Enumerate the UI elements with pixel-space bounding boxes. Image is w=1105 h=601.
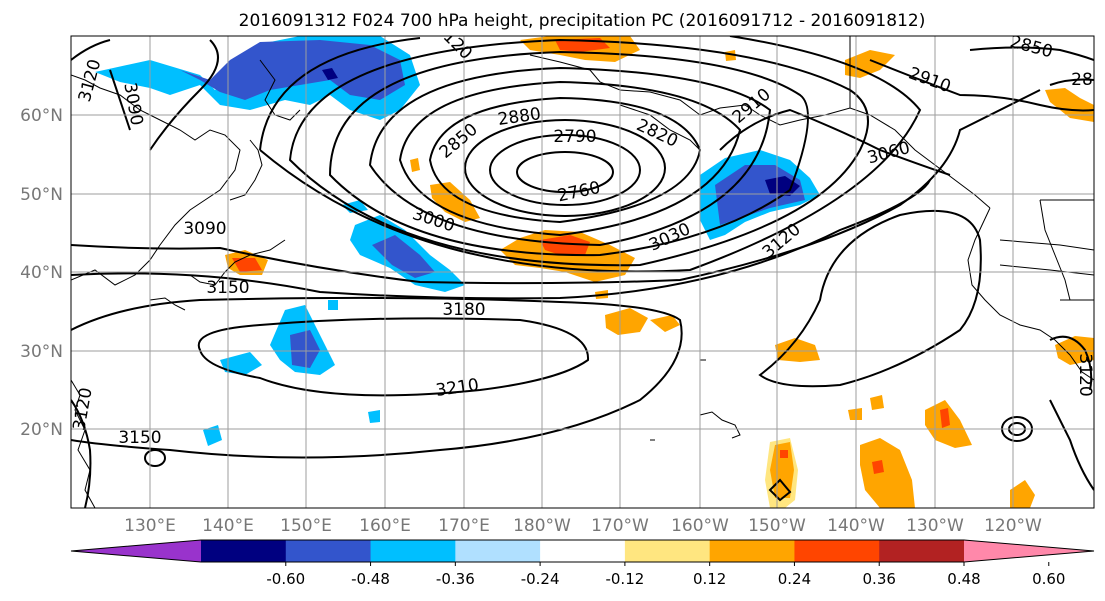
lon-label: 150°E [280, 516, 332, 536]
contour-label: 2790 [553, 127, 596, 147]
contour-label: 3120 [1075, 353, 1095, 396]
colorbar-tick-label: -0.48 [351, 570, 390, 588]
colorbar-tick-label: -0.12 [605, 570, 644, 588]
colorbar-tick-label: -0.24 [521, 570, 560, 588]
lon-label: 170°E [438, 516, 490, 536]
colorbar-tick-label: -0.36 [436, 570, 475, 588]
longitude-labels: 130°E 140°E 150°E 160°E 170°E 180°W 170°… [124, 516, 1042, 536]
colorbar-swatch [879, 540, 965, 562]
latitude-labels: 60°N 50°N 40°N 30°N 20°N [20, 106, 63, 440]
lon-label: 140°E [202, 516, 254, 536]
lon-label: 120°W [984, 516, 1042, 536]
colorbar-swatch [794, 540, 880, 562]
lon-label: 180°W [513, 516, 571, 536]
contour-label: 3180 [442, 300, 485, 320]
colorbar-tick-label: 0.12 [693, 570, 726, 588]
colorbar-tick-label: 0.60 [1032, 570, 1065, 588]
map-frame [70, 35, 1095, 509]
height-contours [71, 36, 1094, 508]
lat-label: 30°N [20, 342, 63, 362]
colorbar-swatch [540, 540, 626, 562]
colorbar-tick-label: 0.24 [778, 570, 811, 588]
lon-label: 170°W [591, 516, 649, 536]
colorbar-extend-low [71, 540, 201, 562]
coastlines [71, 36, 1094, 508]
lon-label: 160°W [671, 516, 729, 536]
contour-label: 28 [1071, 70, 1093, 90]
lon-label: 130°W [906, 516, 964, 536]
colorbar-swatch [201, 540, 287, 562]
precip-positive-shading [225, 36, 1094, 508]
colorbar-extend-high [964, 540, 1094, 562]
colorbar-swatch [709, 540, 795, 562]
colorbar-outline [70, 539, 1095, 563]
contour-label: 3150 [206, 278, 249, 298]
figure-title: 2016091312 F024 700 hPa height, precipit… [239, 11, 926, 31]
colorbar-tick-label: 0.48 [947, 570, 980, 588]
colorbar: -0.60 -0.48 -0.36 -0.24 -0.12 0.12 0.24 0.36 0.4… [70, 539, 1095, 588]
lat-label: 50°N [20, 185, 63, 205]
lon-label: 150°W [748, 516, 806, 536]
lon-label: 160°E [359, 516, 411, 536]
lat-label: 20°N [20, 420, 63, 440]
contour-label: 3090 [183, 219, 226, 239]
precip-negative-shading [95, 36, 820, 446]
lat-label: 60°N [20, 106, 63, 126]
colorbar-tick-label: 0.36 [863, 570, 896, 588]
colorbar-swatch [370, 540, 456, 562]
lon-label: 140°W [827, 516, 885, 536]
colorbar-swatch [624, 540, 711, 562]
contour-label: 3150 [118, 428, 161, 448]
lon-label: 130°E [124, 516, 176, 536]
colorbar-swatch [285, 540, 372, 562]
lat-label: 40°N [20, 263, 63, 283]
graticule [71, 36, 1094, 508]
colorbar-tick-label: -0.60 [266, 570, 305, 588]
colorbar-swatch [455, 540, 541, 562]
